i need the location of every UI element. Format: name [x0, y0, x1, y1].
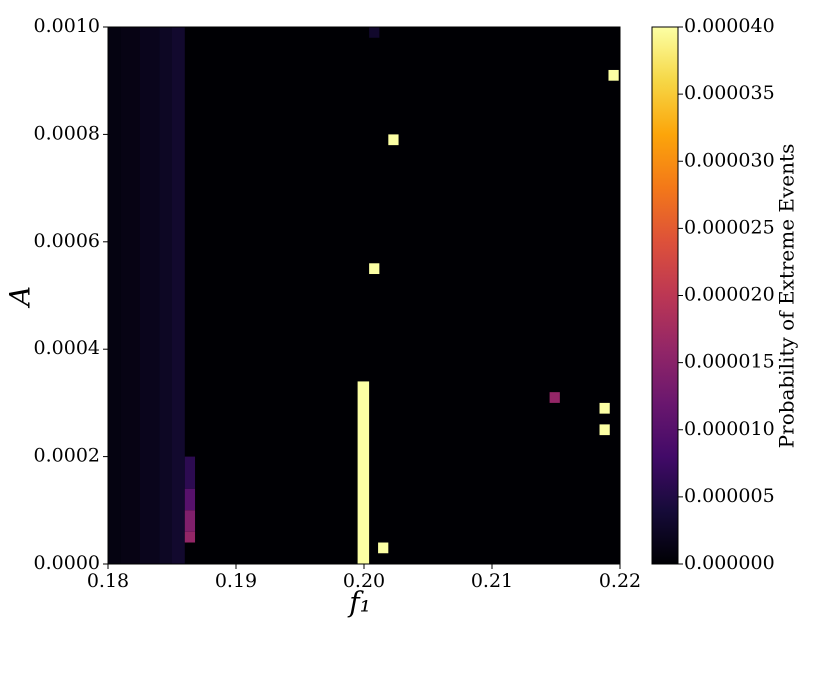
colorbar-tick-label: 0.000025 — [684, 216, 775, 238]
y-tick-label: 0.0000 — [34, 552, 100, 574]
heatmap-cell — [140, 27, 160, 564]
colorbar — [651, 26, 679, 565]
heatmap-cell — [184, 456, 196, 489]
colorbar-tick-label: 0.000005 — [684, 485, 775, 507]
y-tick-label: 0.0010 — [34, 15, 100, 37]
y-tick-label: 0.0002 — [34, 445, 100, 467]
heatmap-cell — [549, 392, 560, 403]
heatmap-cell — [184, 510, 196, 532]
heatmap-cell — [369, 263, 380, 275]
heatmap-cell — [608, 69, 619, 81]
colorbar-tick-label: 0.000035 — [684, 82, 775, 104]
y-tick-label: 0.0006 — [34, 230, 100, 252]
colorbar-tick-label: 0.000030 — [684, 149, 775, 171]
x-tick-label: 0.21 — [471, 570, 513, 592]
colorbar-tick-label: 0.000040 — [684, 15, 775, 37]
colorbar-tick-label: 0.000020 — [684, 284, 775, 306]
x-tick-label: 0.22 — [599, 570, 641, 592]
colorbar-tick-label: 0.000015 — [684, 351, 775, 373]
colorbar-tick-label: 0.000010 — [684, 418, 775, 440]
heatmap-cell — [184, 531, 196, 543]
x-tick-label: 0.19 — [215, 570, 257, 592]
y-tick-label: 0.0008 — [34, 122, 100, 144]
x-tick-label: 0.18 — [87, 570, 129, 592]
heatmap-cell — [108, 27, 121, 564]
heatmap-cell — [388, 134, 399, 146]
x-axis-label: f₁ — [347, 586, 371, 619]
heatmap-cell — [599, 424, 610, 436]
y-tick-label: 0.0004 — [34, 337, 100, 359]
heatmap-cell — [159, 27, 172, 564]
x-tick-label: 0.20 — [343, 570, 385, 592]
heatmap-cell — [172, 27, 185, 564]
heatmap-cell — [120, 27, 140, 564]
heatmap-cell — [599, 402, 610, 414]
heatmap-cell — [378, 542, 389, 554]
heatmap-cell — [184, 488, 196, 511]
colorbar-tick-label: 0.000000 — [684, 552, 775, 574]
heatmap-cell — [369, 27, 380, 38]
y-axis-label: A — [4, 286, 37, 309]
colorbar-label: Probability of Extreme Events — [775, 144, 799, 449]
heatmap-cell — [357, 381, 370, 564]
